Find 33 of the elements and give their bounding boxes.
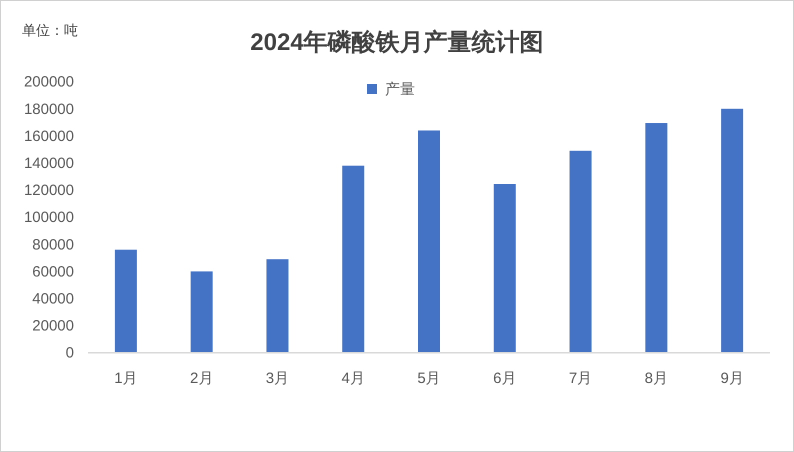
x-tick-label: 2月 xyxy=(190,370,214,387)
x-tick-label: 1月 xyxy=(114,370,138,387)
bar xyxy=(190,271,213,353)
bar xyxy=(114,250,137,353)
x-tick-label: 5月 xyxy=(417,370,441,387)
y-tick-label: 60000 xyxy=(32,263,74,280)
x-tick-label: 7月 xyxy=(568,370,592,387)
y-tick-label: 40000 xyxy=(32,290,74,308)
bar xyxy=(494,184,516,353)
bar xyxy=(266,259,288,353)
bar xyxy=(570,150,592,353)
x-tick-label: 6月 xyxy=(493,370,516,387)
y-tick-label: 140000 xyxy=(24,155,74,172)
bar xyxy=(721,108,744,353)
x-tick-label: 4月 xyxy=(342,370,365,387)
x-tick-label: 9月 xyxy=(720,370,744,387)
legend-label: 产量 xyxy=(385,81,415,98)
bar xyxy=(342,166,364,353)
y-tick-label: 20000 xyxy=(32,318,74,335)
bar xyxy=(645,123,668,353)
x-tick-label: 3月 xyxy=(266,370,290,387)
y-tick-label: 160000 xyxy=(24,128,74,145)
y-tick-label: 120000 xyxy=(24,182,74,200)
text: 单位：吨 xyxy=(22,22,78,38)
bar xyxy=(418,130,440,353)
y-tick-label: 0 xyxy=(66,344,74,362)
y-tick-label: 80000 xyxy=(32,236,74,254)
x-tick-label: 8月 xyxy=(644,370,668,387)
y-tick-label: 180000 xyxy=(24,100,74,118)
legend: 产量 xyxy=(367,81,415,98)
y-tick-label: 100000 xyxy=(24,209,74,226)
chart-title: 2024年磷酸铁月产量统计图 xyxy=(250,29,544,56)
y-tick-label: 200000 xyxy=(24,74,74,91)
